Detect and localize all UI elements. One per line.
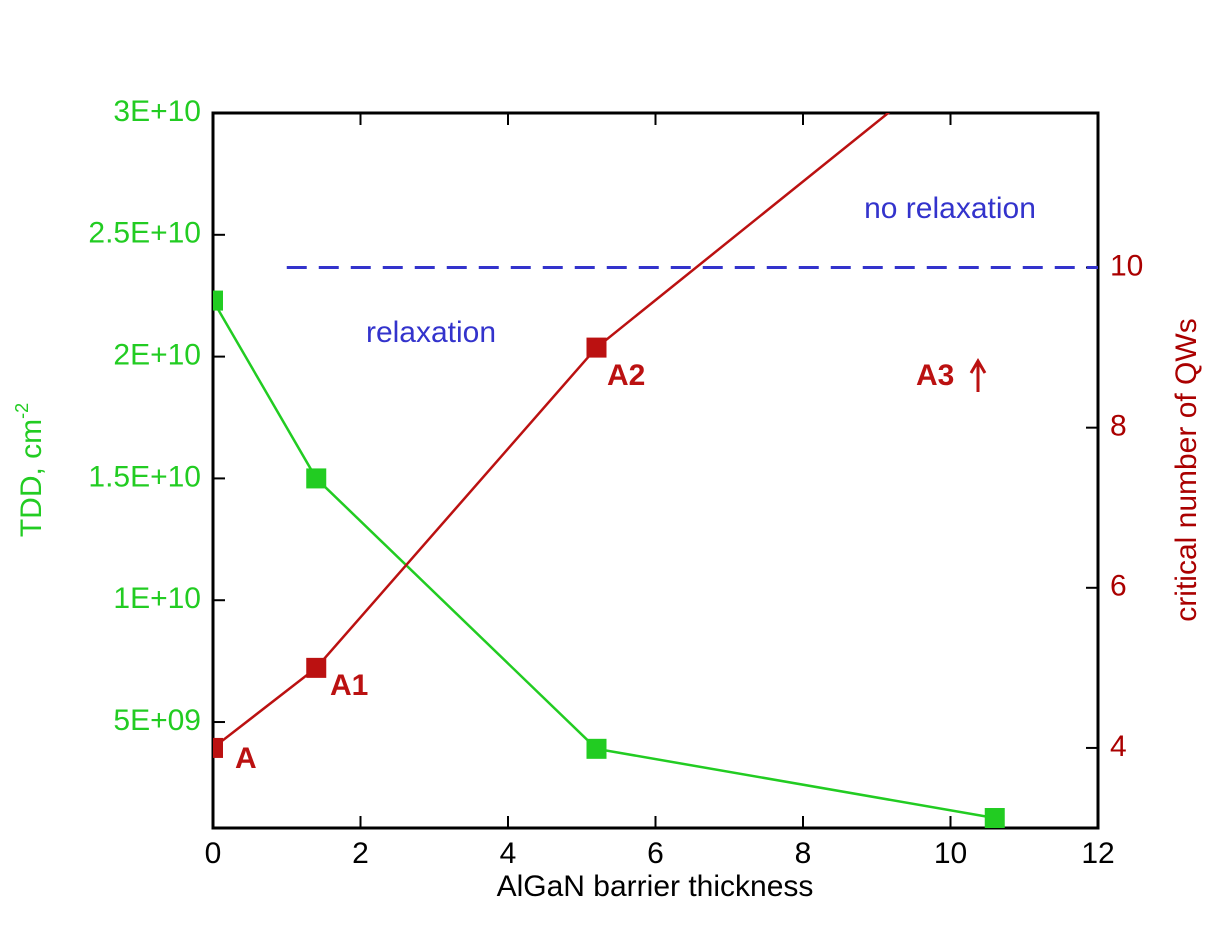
annotation: relaxation xyxy=(366,316,496,349)
y2-tick-label: 10 xyxy=(1110,249,1143,282)
series-marker xyxy=(985,17,1005,37)
x-tick-label: 6 xyxy=(647,837,664,870)
y-tick-label: 5E+09 xyxy=(113,704,201,737)
series-marker xyxy=(984,808,1005,828)
y-tick-label: 2E+10 xyxy=(113,339,201,372)
series-line xyxy=(213,113,891,749)
annotation: A1 xyxy=(330,669,368,702)
y-tick-label: 3E+10 xyxy=(113,95,201,128)
y-tick-label: 1.5E+10 xyxy=(88,460,201,493)
series-marker xyxy=(213,290,223,311)
annotation: A2 xyxy=(607,359,645,392)
arrow-head xyxy=(969,358,987,374)
plot-area xyxy=(213,17,1005,828)
y-axis-label: TDD, cm-2 xyxy=(12,403,48,537)
y2-axis-label: critical number of QWs xyxy=(1170,318,1203,621)
x-tick-label: 12 xyxy=(1081,837,1114,870)
annotation: A xyxy=(235,742,257,775)
series-marker xyxy=(213,737,223,758)
y2-tick-label: 6 xyxy=(1110,570,1127,603)
x-tick-label: 10 xyxy=(934,837,967,870)
x-tick-label: 8 xyxy=(795,837,812,870)
annotation: A3 xyxy=(916,359,954,392)
series-marker xyxy=(586,738,607,759)
x-tick-label: 2 xyxy=(352,837,369,870)
y2-tick-label: 4 xyxy=(1110,730,1127,763)
y2-tick-label: 8 xyxy=(1110,410,1127,443)
x-axis-label: AlGaN barrier thickness xyxy=(497,870,814,903)
series-line xyxy=(213,299,995,820)
plot-frame xyxy=(211,111,1100,830)
annotation: no relaxation xyxy=(864,192,1036,225)
series-marker xyxy=(586,337,607,358)
y-tick-label: 2.5E+10 xyxy=(88,217,201,250)
series-marker xyxy=(306,468,327,489)
series-marker xyxy=(306,657,327,678)
y-axis-label-text: TDD, cm xyxy=(15,419,48,537)
y-axis-label-sup: -2 xyxy=(12,403,32,419)
x-tick-label: 0 xyxy=(205,837,222,870)
x-tick-label: 4 xyxy=(500,837,517,870)
y-tick-label: 1E+10 xyxy=(113,582,201,615)
